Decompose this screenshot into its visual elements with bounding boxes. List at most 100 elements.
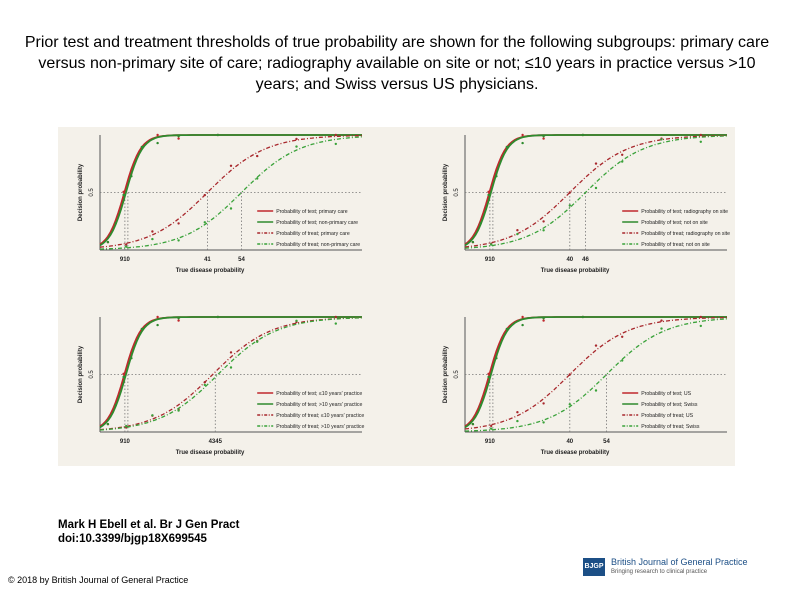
data-point [177,319,180,322]
data-point [203,221,206,224]
series-line [464,134,727,246]
data-point [151,237,154,241]
chart-panel-3: 0.5 Decision probability True disease prob… [78,315,365,456]
data-point [660,319,663,322]
data-point [177,222,180,225]
data-point [542,135,545,138]
legend-label: Probability of treat; >10 years' practic… [276,424,364,430]
series-line [464,316,727,428]
citation: Mark H Ebell et al. Br J Gen Pract doi:1… [58,518,240,546]
data-point [621,153,624,156]
threshold-label: 46 [582,257,589,263]
data-point [229,351,233,354]
data-point [229,366,233,369]
threshold-label: 41 [204,257,211,263]
y-axis-label: Decision probability [443,345,449,403]
data-point [156,133,159,137]
x-axis-label: True disease probability [541,450,610,456]
journal-name: British Journal of General Practice [611,557,748,567]
series-line [99,316,362,429]
data-point [505,145,509,149]
data-point [490,427,493,430]
series-line [464,316,727,429]
data-point [490,243,493,246]
x-axis-label: True disease probability [176,268,245,274]
data-point [125,245,128,248]
data-point [216,133,220,137]
data-point [594,389,598,392]
data-point [594,162,598,165]
series-line [99,317,362,431]
data-point [490,424,493,428]
data-point [151,414,154,417]
data-point [487,193,490,197]
series-line [99,134,362,248]
data-point [203,381,206,384]
data-point [699,315,702,319]
data-point [487,190,490,193]
citation-doi: doi:10.3399/bjgp18X699545 [58,533,207,545]
legend-label: Probability of test; US [641,391,691,397]
data-point [334,142,337,146]
journal-logo-mark: BJGP [583,558,605,576]
legend-label: Probability of treat; Swiss [641,424,700,430]
data-point [177,409,180,412]
legend-label: Probability of treat; non-primary care [276,242,360,248]
data-point [256,340,259,343]
data-point [334,315,337,319]
data-point [542,421,545,424]
data-point [516,419,519,423]
data-point [156,141,159,145]
threshold-label: 910 [485,439,496,445]
legend-label: Probability of treat; US [641,413,693,419]
data-point [130,175,133,178]
data-point [295,145,298,148]
data-point [699,324,702,328]
data-point [581,315,585,319]
threshold-label: 54 [238,257,245,263]
chart-grid: 0.5 Decision probability True disease prob… [78,133,730,456]
y-tick-label: 0.5 [454,188,460,197]
y-axis-label: Decision probability [443,163,449,221]
data-point [505,327,509,331]
legend-label: Probability of test; not on site [641,220,708,226]
data-point [295,137,298,141]
data-point [568,403,571,406]
legend-label: Probability of test; primary care [276,209,348,215]
data-point [568,191,571,194]
threshold-label: 54 [603,439,610,445]
data-point [256,177,259,180]
data-point [106,240,110,244]
data-point [140,145,144,149]
data-point [122,375,125,379]
data-point [487,375,490,379]
slide-title: Prior test and treatment thresholds of t… [24,34,770,93]
x-axis-label: True disease probability [541,268,610,274]
chart-panel-1: 0.5 Decision probability True disease prob… [78,133,363,274]
data-point [114,404,117,407]
data-point [621,359,624,362]
threshold-label: 40 [566,439,573,445]
data-point [521,315,524,319]
data-point [177,239,180,242]
legend-label: Probability of test; Swiss [641,402,698,408]
citation-authors: Mark H Ebell et al. Br J Gen Pract [58,519,240,531]
data-point [229,207,233,210]
data-point [471,422,475,426]
data-point [122,193,125,197]
x-axis-label: True disease probability [176,450,245,456]
data-point [521,141,524,145]
threshold-label: 910 [485,257,496,263]
threshold-label: 910 [120,257,131,263]
data-point [581,133,585,137]
y-tick-label: 0.5 [89,188,95,197]
legend-label: Probability of treat; primary care [276,231,350,237]
legend-label: Probability of test; radiography on site [641,209,728,215]
legend-label: Probability of treat; ≤10 years' practic… [276,413,364,419]
chart-panel-2: 0.5 Decision probability True disease prob… [443,133,730,274]
data-point [130,357,133,360]
data-point [295,319,298,322]
data-point [140,327,144,331]
series-line [99,134,362,247]
data-point [516,229,519,232]
